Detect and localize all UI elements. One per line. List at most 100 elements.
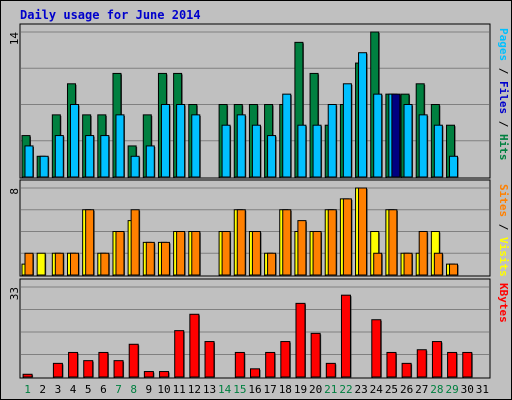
x-tick-label-day-19: 19 — [294, 383, 307, 396]
bar-kbytes-day-11 — [174, 330, 185, 378]
x-tick-label-day-20: 20 — [309, 383, 322, 396]
bar-files-day-26 — [403, 104, 413, 178]
bar-sites-day-10 — [160, 241, 170, 276]
bar-sites-day-16 — [251, 231, 261, 276]
bar-sites-day-12 — [191, 231, 201, 276]
bar-files-day-15 — [236, 114, 246, 178]
x-tick-label-day-22: 22 — [339, 383, 352, 396]
bar-files-day-8 — [130, 155, 140, 178]
bar-kbytes-day-20 — [310, 332, 321, 378]
x-tick-label-day-29: 29 — [445, 383, 458, 396]
legend-entry: KBytes — [497, 283, 510, 323]
bar-kbytes-day-12 — [189, 313, 200, 378]
x-tick-label-day-27: 27 — [415, 383, 428, 396]
x-tick-label-day-24: 24 — [370, 383, 384, 396]
x-tick-label-day-3: 3 — [55, 383, 62, 396]
bar-sites-day-7 — [115, 231, 125, 276]
bar-sites-day-25 — [388, 209, 398, 276]
bar-kbytes-day-22 — [340, 294, 351, 378]
bar-files-day-27 — [418, 114, 428, 178]
bar-kbytes-day-17 — [265, 351, 276, 378]
bar-sites-day-22 — [342, 198, 352, 276]
bar-sites-day-17 — [267, 252, 277, 276]
bar-kbytes-day-28 — [431, 341, 442, 378]
x-tick-label-day-14: 14 — [218, 383, 232, 396]
bar-kbytes-day-25 — [386, 351, 397, 378]
bar-kbytes-day-1 — [22, 373, 33, 378]
bar-files-day-7 — [115, 114, 125, 178]
x-tick-label-day-4: 4 — [70, 383, 77, 396]
bar-kbytes-day-13 — [204, 341, 215, 378]
panel-kbytes-ymax-label: 33 — [8, 287, 21, 300]
bar-files-day-22 — [342, 83, 352, 178]
legend-entry: Sites — [497, 184, 510, 217]
panel-kbytes-legend: KBytes — [497, 283, 510, 323]
x-tick-label-day-26: 26 — [400, 383, 413, 396]
bar-kbytes-day-30 — [462, 351, 473, 378]
x-tick-label-day-17: 17 — [264, 383, 277, 396]
bar-sites-day-23 — [358, 187, 368, 276]
bar-kbytes-day-27 — [416, 349, 427, 378]
bar-kbytes-day-6 — [98, 351, 109, 378]
bar-pages-day-25 — [391, 93, 401, 178]
bar-sites-day-27 — [418, 231, 428, 276]
chart-title: Daily usage for June 2014 — [20, 8, 201, 22]
bar-sites-day-8 — [130, 209, 140, 276]
bar-files-day-2 — [39, 155, 49, 178]
bar-kbytes-day-15 — [234, 351, 245, 378]
bar-files-day-17 — [267, 135, 277, 178]
x-tick-label-day-6: 6 — [100, 383, 107, 396]
x-tick-label-day-31: 31 — [476, 383, 489, 396]
legend-entry: Hits — [497, 134, 510, 161]
bar-sites-day-15 — [236, 209, 246, 276]
legend-entry: / — [497, 61, 510, 81]
legend-entry: / — [497, 114, 510, 134]
bar-files-day-16 — [251, 124, 261, 178]
bar-kbytes-day-3 — [52, 362, 63, 378]
bar-sites-day-4 — [69, 252, 79, 276]
bar-sites-day-11 — [176, 231, 186, 276]
bar-files-day-23 — [358, 52, 368, 178]
bar-files-day-5 — [85, 135, 95, 178]
bar-sites-day-9 — [145, 241, 155, 276]
legend-entry: Files — [497, 81, 510, 114]
bar-kbytes-day-19 — [295, 302, 306, 378]
x-tick-label-day-23: 23 — [355, 383, 368, 396]
bar-files-day-24 — [373, 93, 383, 178]
bar-files-day-12 — [191, 114, 201, 178]
bar-files-day-21 — [327, 104, 337, 178]
bar-sites-day-1 — [24, 252, 34, 276]
bar-sites-day-24 — [373, 252, 383, 276]
bar-files-day-3 — [54, 135, 64, 178]
x-tick-label-day-9: 9 — [146, 383, 153, 396]
bar-kbytes-day-7 — [113, 360, 124, 378]
bar-kbytes-day-8 — [128, 343, 139, 378]
bar-files-day-6 — [100, 135, 110, 178]
legend-entry: Visits — [497, 237, 510, 277]
bar-kbytes-day-5 — [83, 360, 94, 378]
x-tick-label-day-30: 30 — [461, 383, 474, 396]
bar-sites-day-3 — [54, 252, 64, 276]
bar-files-day-4 — [69, 104, 79, 178]
bar-sites-day-6 — [100, 252, 110, 276]
bar-sites-day-19 — [297, 220, 307, 276]
x-tick-label-day-21: 21 — [324, 383, 337, 396]
bar-sites-day-20 — [312, 231, 322, 276]
panel-kbytes-frame — [19, 278, 491, 379]
panel-hits-files-pages-ymax-label: 14 — [8, 32, 21, 46]
x-tick-label-day-18: 18 — [279, 383, 292, 396]
bar-files-day-10 — [160, 104, 170, 178]
bar-kbytes-day-24 — [371, 319, 382, 378]
x-tick-label-day-10: 10 — [157, 383, 170, 396]
legend-entry: Pages — [497, 28, 510, 61]
bar-files-day-9 — [145, 145, 155, 178]
bar-sites-day-18 — [282, 209, 292, 276]
bar-files-day-18 — [282, 93, 292, 178]
bar-sites-day-29 — [449, 263, 459, 276]
bar-kbytes-day-4 — [68, 351, 79, 378]
bar-files-day-29 — [449, 155, 459, 178]
bar-kbytes-day-26 — [401, 362, 412, 378]
x-tick-label-day-13: 13 — [203, 383, 216, 396]
bar-kbytes-day-9 — [143, 371, 154, 378]
bar-kbytes-day-16 — [250, 368, 260, 378]
